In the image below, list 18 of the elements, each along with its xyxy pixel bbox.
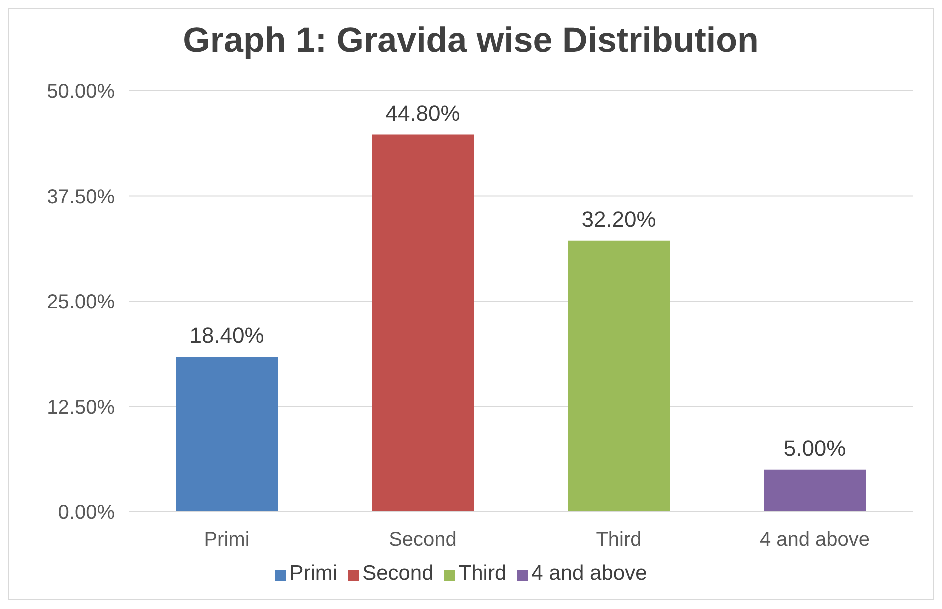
data-label: 5.00% [784,436,846,461]
y-tick-label: 50.00% [47,81,116,104]
x-tick-label: Second [389,529,457,552]
legend-label: Second [362,562,434,585]
legend-label: Primi [290,562,338,585]
data-label: 32.20% [582,206,656,232]
data-label: 18.40% [190,323,264,348]
x-tick-label: Primi [204,529,250,552]
y-tick-label: 12.50% [47,396,116,419]
data-label: 44.80% [386,100,460,126]
y-tick-label: 37.50% [47,186,116,208]
x-tick-label: Third [596,529,642,552]
x-tick-label: 4 and above [760,529,870,552]
legend-label: 4 and above [532,562,648,585]
y-tick-label: 25.00% [47,292,116,314]
legend-label: Third [458,562,507,585]
y-tick-label: 0.00% [58,502,116,524]
chart-title: Graph 1: Gravida wise Distribution [182,21,760,61]
